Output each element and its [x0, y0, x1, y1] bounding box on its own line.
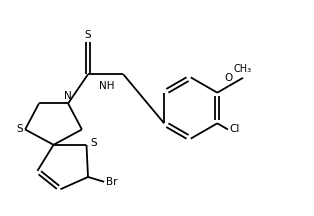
Text: Cl: Cl — [230, 124, 240, 135]
Text: Br: Br — [106, 177, 117, 187]
Text: NH: NH — [100, 81, 115, 91]
Text: N: N — [64, 91, 72, 101]
Text: S: S — [90, 138, 97, 148]
Text: CH₃: CH₃ — [234, 64, 252, 74]
Text: O: O — [224, 73, 233, 83]
Text: S: S — [16, 124, 23, 135]
Text: S: S — [85, 30, 91, 40]
